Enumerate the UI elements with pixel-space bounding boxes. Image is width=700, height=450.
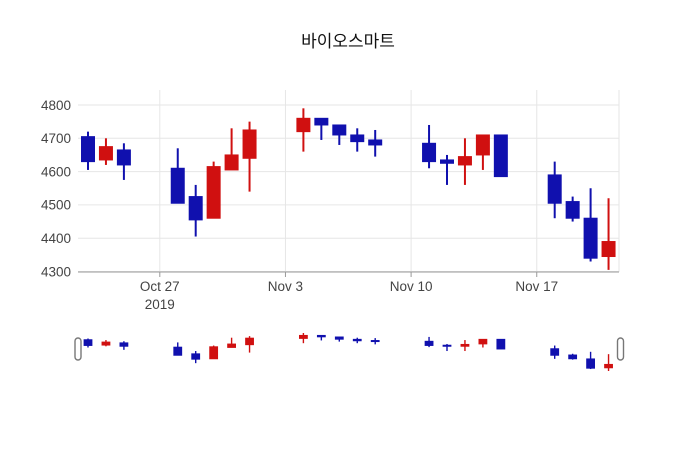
y-tick-label: 4300 bbox=[41, 264, 71, 279]
rangeslider-candle-body bbox=[586, 358, 595, 369]
rangeslider-candle-body bbox=[352, 338, 362, 342]
candles-main bbox=[81, 108, 616, 270]
gridlines bbox=[78, 90, 620, 272]
rangeslider-candle-body bbox=[442, 344, 452, 347]
candle-body bbox=[475, 134, 490, 156]
rangeslider-candle-body bbox=[334, 336, 344, 340]
x-tick-sublabel: 2019 bbox=[145, 297, 175, 312]
x-tick-label: Nov 10 bbox=[390, 279, 433, 294]
candle-body bbox=[242, 129, 257, 159]
candle-body bbox=[224, 154, 239, 171]
rangeslider-handle-right[interactable] bbox=[616, 337, 625, 361]
x-tick-label: Oct 27 bbox=[140, 279, 180, 294]
x-tick-label: Nov 17 bbox=[515, 279, 558, 294]
rangeslider-candle-body bbox=[245, 337, 254, 346]
candle-body bbox=[583, 217, 598, 259]
rangeslider-candle-body bbox=[460, 343, 470, 347]
candle-body bbox=[81, 136, 95, 163]
candle-body bbox=[314, 117, 329, 126]
rangeslider-candle-body bbox=[298, 334, 308, 339]
axis-tick-labels: 4800 4700 4600 4500 4400 4300 Oct 27 2019 Nov 3 N… bbox=[41, 98, 558, 312]
rangeslider-candle-body bbox=[478, 338, 488, 345]
rangeslider-candle-body bbox=[604, 363, 613, 369]
rangeslider-candle-body bbox=[119, 342, 129, 347]
axes bbox=[78, 271, 619, 277]
rangeslider-candle-body bbox=[316, 334, 326, 338]
candle-body bbox=[332, 124, 347, 136]
y-tick-label: 4800 bbox=[41, 98, 71, 113]
candle-body bbox=[547, 174, 562, 204]
candle-body bbox=[206, 166, 221, 219]
y-tick-label: 4700 bbox=[41, 131, 71, 146]
rangeslider-candle-body bbox=[496, 338, 506, 350]
rangeslider-candle-body bbox=[424, 340, 434, 346]
y-tick-label: 4500 bbox=[41, 198, 71, 213]
candle-body bbox=[457, 156, 472, 166]
rangeslider-candle-body bbox=[227, 343, 237, 348]
candle-body bbox=[170, 167, 185, 204]
x-tick-label: Nov 3 bbox=[268, 279, 303, 294]
candle-body bbox=[368, 139, 383, 146]
rangeslider-candle-body bbox=[191, 353, 201, 360]
rangeslider-candle-body bbox=[370, 340, 380, 343]
rangeslider-handle-left[interactable] bbox=[74, 337, 82, 361]
rangeslider-candle-body bbox=[550, 348, 560, 356]
candle-body bbox=[116, 149, 131, 166]
candle-body bbox=[565, 201, 580, 219]
rangeslider-candle-body bbox=[83, 339, 93, 346]
candle-body bbox=[601, 241, 616, 258]
candle-body bbox=[296, 117, 311, 133]
rangeslider-candle-body bbox=[209, 346, 219, 360]
candle-body bbox=[350, 134, 365, 143]
y-tick-label: 4600 bbox=[41, 164, 71, 179]
chart-title: 바이오스마트 bbox=[301, 32, 395, 51]
candle-body bbox=[422, 142, 437, 163]
rangeslider[interactable] bbox=[83, 333, 613, 371]
candle-body bbox=[98, 146, 113, 161]
rangeslider-candle-body bbox=[568, 354, 578, 360]
rangeslider-candle-body bbox=[101, 341, 111, 346]
candle-body bbox=[440, 159, 454, 164]
y-tick-label: 4400 bbox=[41, 231, 71, 246]
rangeslider-candle-body bbox=[173, 346, 183, 356]
rangeslider-handles[interactable] bbox=[74, 337, 625, 361]
candle-body bbox=[493, 134, 508, 178]
candle-body bbox=[188, 196, 203, 221]
